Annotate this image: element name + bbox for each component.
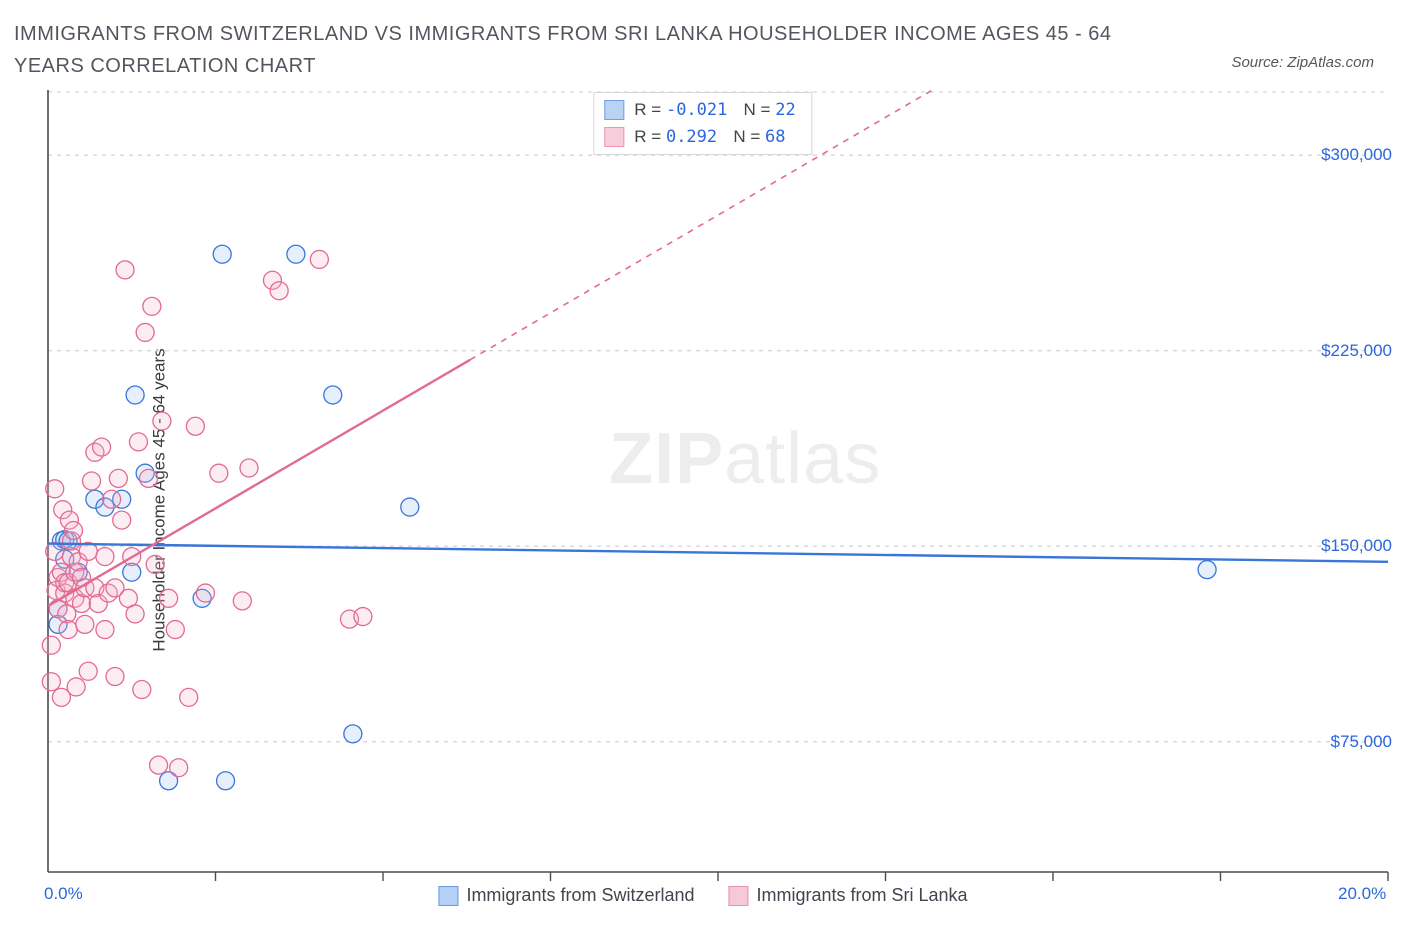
- legend-swatch-icon: [604, 127, 624, 147]
- y-tick-label: $225,000: [1321, 341, 1392, 361]
- stats-legend-row: R = 0.292 N = 68: [604, 124, 795, 151]
- stats-legend-row: R = -0.021 N = 22: [604, 97, 795, 124]
- legend-swatch-icon: [604, 100, 624, 120]
- y-tick-label: $300,000: [1321, 145, 1392, 165]
- x-tick-label: 0.0%: [44, 884, 83, 904]
- legend-swatch-icon: [438, 886, 458, 906]
- y-tick-label: $75,000: [1331, 732, 1392, 752]
- y-tick-label: $150,000: [1321, 536, 1392, 556]
- chart-area: Householder Income Ages 45 - 64 years ZI…: [0, 90, 1406, 910]
- x-tick-label: 20.0%: [1338, 884, 1386, 904]
- scatter-plot-svg: [0, 90, 1406, 910]
- legend-swatch-icon: [729, 886, 749, 906]
- source-attribution: Source: ZipAtlas.com: [1231, 54, 1374, 71]
- series-legend-item: Immigrants from Sri Lanka: [729, 885, 968, 906]
- stats-legend: R = -0.021 N = 22R = 0.292 N = 68: [593, 92, 812, 155]
- series-legend-item: Immigrants from Switzerland: [438, 885, 694, 906]
- series-legend: Immigrants from Switzerland Immigrants fr…: [438, 885, 967, 906]
- chart-title: IMMIGRANTS FROM SWITZERLAND VS IMMIGRANT…: [14, 18, 1164, 82]
